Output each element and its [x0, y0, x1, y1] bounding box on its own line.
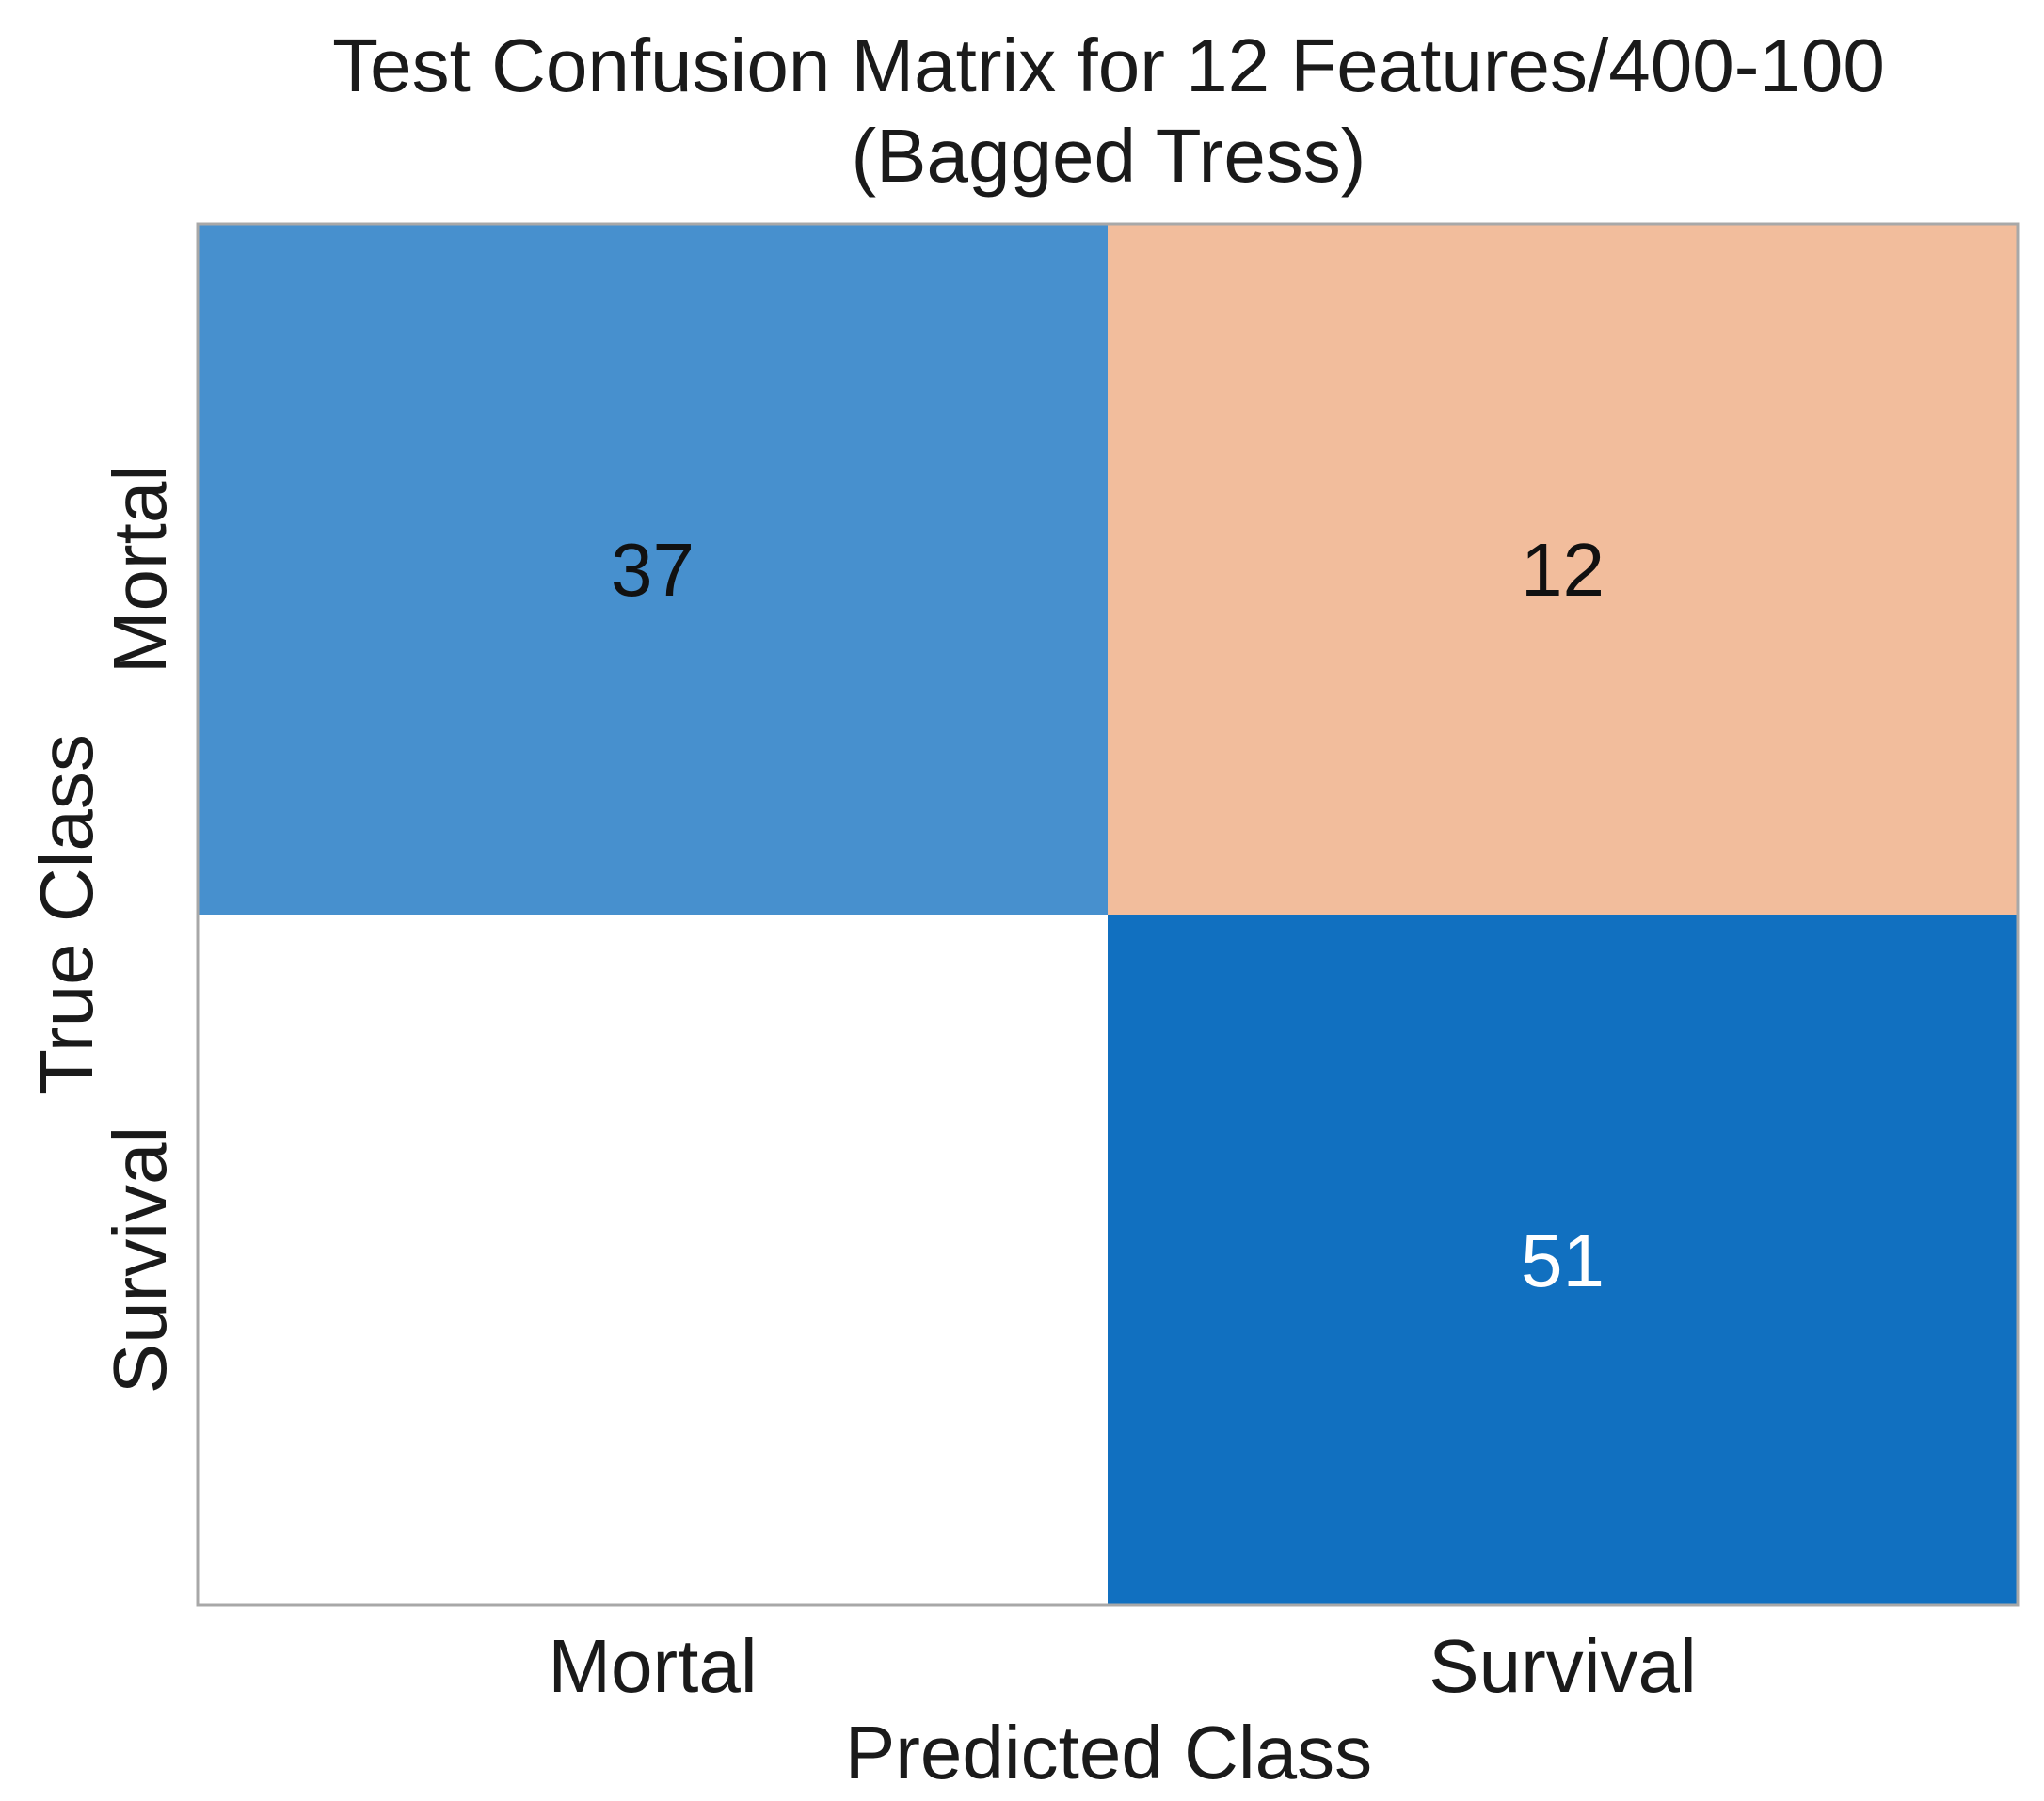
plot-border: [196, 222, 2020, 1607]
cell-value-r1-c1: 51: [1521, 1219, 1605, 1302]
x-tick-label-0: Mortal: [548, 1624, 757, 1708]
y-tick-labels: Mortal Survival: [98, 465, 182, 1394]
matrix-cell-r1-c0: [198, 915, 1108, 1605]
cell-value-r0-c1: 12: [1521, 528, 1605, 612]
cell-value-r0-c0: 37: [611, 528, 695, 612]
y-tick-label-0: Mortal: [98, 465, 182, 674]
y-axis-label: True Class: [24, 734, 108, 1095]
matrix-cells: [198, 224, 2018, 1605]
matrix-cell-r1-c1: [1108, 915, 2018, 1605]
matrix-cell-r0-c1: [1108, 224, 2018, 915]
x-axis-label: Predicted Class: [845, 1711, 1372, 1794]
chart-subtitle: (Bagged Tress): [852, 114, 1366, 198]
x-tick-label-1: Survival: [1429, 1624, 1697, 1708]
y-tick-label-1: Survival: [98, 1126, 182, 1395]
matrix-cell-r0-c0: [198, 224, 1108, 915]
x-tick-labels: Mortal Survival: [548, 1624, 1696, 1708]
chart-title: Test Confusion Matrix for 12 Features/40…: [332, 24, 1885, 107]
matrix-cell-labels: 37 12 51: [611, 528, 1605, 1302]
